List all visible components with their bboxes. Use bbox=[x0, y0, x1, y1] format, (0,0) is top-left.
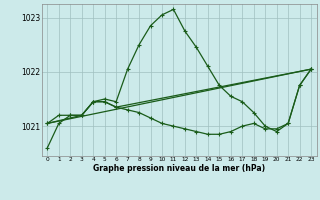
X-axis label: Graphe pression niveau de la mer (hPa): Graphe pression niveau de la mer (hPa) bbox=[93, 164, 265, 173]
